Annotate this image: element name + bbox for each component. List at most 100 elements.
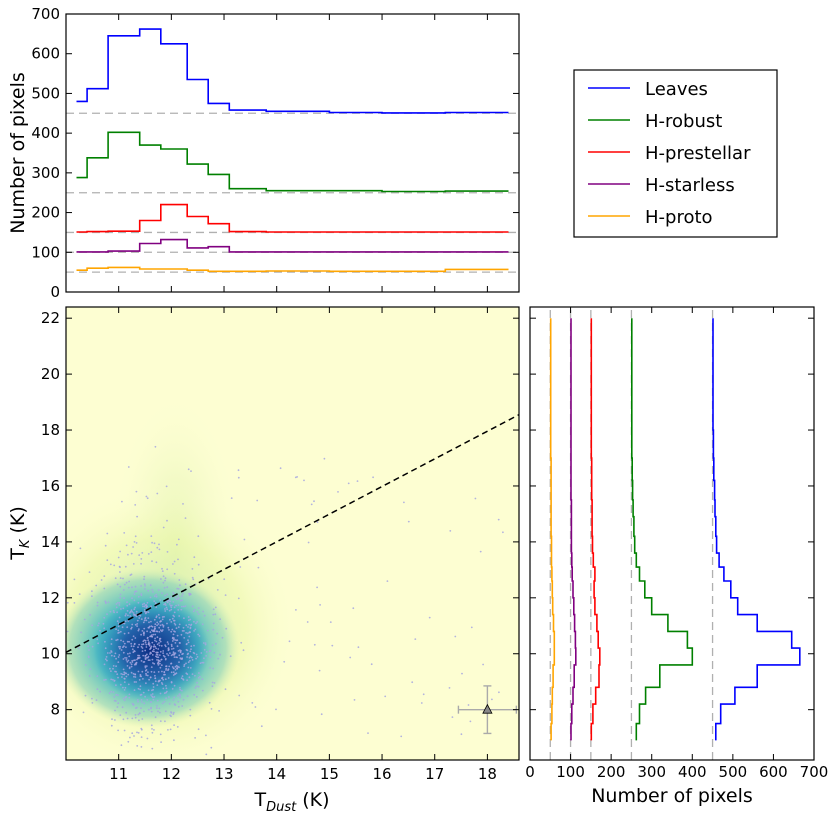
scatter-point — [165, 665, 167, 668]
scatter-point — [142, 691, 145, 694]
scatter-point — [125, 646, 127, 648]
scatter-point — [73, 602, 76, 604]
scatter-point — [118, 647, 121, 650]
scatter-point — [179, 584, 181, 587]
scatter-point — [126, 626, 129, 629]
scatter-point — [147, 617, 150, 619]
scatter-point — [97, 642, 99, 645]
right-xtick-label: 100 — [556, 763, 585, 781]
scatter-point — [127, 466, 130, 468]
scatter-point — [154, 633, 157, 636]
scatter-point — [124, 565, 127, 568]
scatter-point — [230, 497, 233, 499]
scatter-point — [142, 643, 145, 646]
scatter-point — [205, 651, 208, 653]
scatter-point — [133, 650, 136, 653]
scatter-point — [125, 711, 128, 714]
scatter-point — [143, 627, 146, 630]
scatter-point — [177, 705, 180, 708]
scatter-point — [201, 623, 204, 626]
scatter-point — [129, 736, 131, 739]
scatter-point — [174, 630, 176, 633]
scatter-point — [152, 633, 155, 636]
scatter-point — [176, 634, 179, 637]
scatter-point — [150, 535, 153, 537]
scatter-point — [166, 586, 169, 589]
scatter-point — [130, 663, 133, 666]
scatter-point — [119, 683, 122, 686]
scatter-point — [164, 720, 166, 723]
scatter-point — [138, 719, 140, 722]
scatter-point — [125, 544, 128, 547]
scatter-point — [156, 643, 159, 646]
scatter-point — [491, 698, 493, 701]
scatter-point — [143, 702, 146, 705]
scatter-point — [199, 675, 201, 678]
scatter-point — [151, 541, 154, 544]
scatter-point — [91, 645, 94, 648]
scatter-point — [182, 503, 184, 505]
scatter-point — [174, 642, 177, 644]
scatter-point — [197, 535, 200, 538]
scatter-point — [150, 645, 153, 648]
scatter-point — [88, 649, 90, 651]
scatter-point — [154, 445, 157, 448]
error-bar-point — [457, 685, 518, 735]
scatter-point — [145, 669, 148, 671]
scatter-point — [174, 669, 177, 671]
scatter-point — [134, 637, 137, 639]
scatter-point — [127, 673, 130, 676]
scatter-point — [307, 541, 310, 544]
scatter-point — [122, 640, 125, 643]
scatter-point — [159, 679, 161, 682]
scatter-point — [497, 518, 500, 521]
scatter-point — [140, 746, 143, 748]
scatter-point — [143, 661, 146, 663]
scatter-point — [448, 687, 451, 689]
scatter-point — [119, 577, 122, 579]
scatter-point — [126, 604, 129, 607]
scatter-point — [132, 651, 135, 654]
scatter-point — [181, 657, 184, 659]
scatter-point — [189, 667, 192, 669]
scatter-point — [152, 688, 155, 691]
scatter-point — [196, 621, 199, 623]
scatter-point — [212, 622, 215, 625]
scatter-point — [158, 639, 161, 642]
scatter-point — [256, 499, 259, 502]
scatter-point — [175, 604, 178, 607]
scatter-point — [186, 679, 189, 681]
scatter-point — [152, 648, 155, 651]
scatter-point — [153, 600, 156, 602]
scatter-point — [156, 492, 159, 495]
scatter-point — [136, 515, 139, 518]
scatter-point — [151, 588, 154, 591]
scatter-point — [177, 558, 179, 561]
scatter-point — [154, 716, 157, 719]
scatter-point — [178, 661, 180, 663]
scatter-point — [113, 699, 116, 702]
scatter-point — [134, 585, 137, 588]
right-plot-background — [530, 307, 814, 760]
scatter-point — [115, 639, 118, 642]
top-plot-background — [66, 14, 519, 292]
scatter-point — [209, 667, 212, 669]
right-series-h-robust — [631, 318, 694, 741]
scatter-point — [223, 578, 226, 581]
legend-box — [573, 69, 778, 238]
scatter-point — [166, 519, 168, 522]
scatter-point — [144, 658, 147, 660]
scatter-point — [212, 667, 215, 670]
scatter-point — [156, 651, 159, 654]
scatter-point — [138, 628, 140, 630]
scatter-point — [162, 650, 165, 652]
scatter-point — [449, 530, 452, 532]
scatter-point — [182, 678, 185, 681]
scatter-point — [171, 688, 174, 690]
scatter-point — [158, 642, 160, 644]
scatter-point — [82, 711, 85, 714]
scatter-point — [118, 631, 120, 634]
scatter-point — [127, 620, 130, 622]
scatter-point — [133, 613, 136, 616]
scatter-point — [183, 663, 186, 666]
